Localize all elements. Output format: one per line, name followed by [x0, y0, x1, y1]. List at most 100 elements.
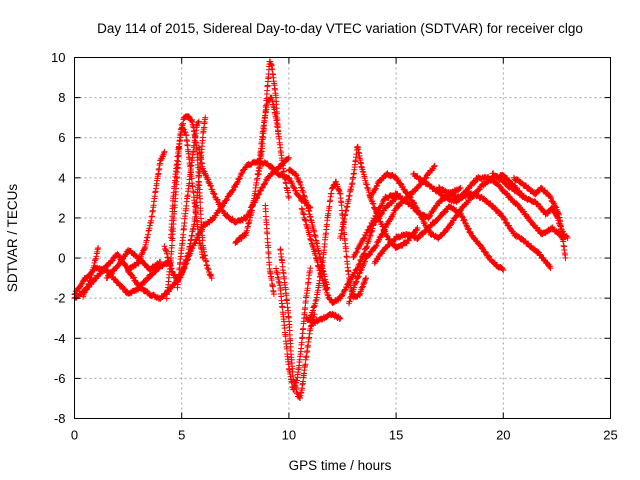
- x-tick-label: 20: [496, 428, 510, 443]
- data-point: [356, 270, 363, 277]
- data-point: [363, 181, 370, 188]
- data-point: [359, 284, 366, 291]
- y-tick-label: 2: [58, 210, 65, 225]
- data-point: [312, 300, 319, 307]
- data-point: [159, 294, 166, 301]
- data-point: [360, 251, 367, 258]
- data-point: [364, 230, 371, 237]
- data-point: [202, 114, 209, 121]
- data-point: [195, 120, 202, 127]
- data-point: [323, 287, 330, 294]
- y-tick-label: 6: [58, 130, 65, 145]
- data-point: [181, 263, 188, 270]
- series-sat-i: [174, 118, 202, 291]
- data-point: [392, 196, 399, 203]
- data-point: [375, 238, 382, 245]
- data-point: [157, 259, 164, 266]
- data-point: [302, 217, 309, 224]
- data-point: [259, 185, 266, 192]
- data-point: [374, 256, 381, 263]
- data-point: [369, 220, 376, 227]
- data-point: [312, 252, 319, 259]
- y-tick-label: -4: [54, 331, 66, 346]
- data-point: [178, 121, 185, 128]
- data-point: [456, 185, 463, 192]
- data-point: [362, 275, 369, 282]
- data-point: [405, 237, 412, 244]
- data-point: [308, 237, 315, 244]
- data-point: [368, 197, 375, 204]
- data-point: [268, 61, 275, 68]
- data-point: [262, 208, 269, 215]
- data-point: [465, 225, 472, 232]
- data-point: [285, 194, 292, 201]
- data-point: [309, 241, 316, 248]
- data-point: [363, 275, 370, 282]
- series-sat-c: [80, 245, 102, 300]
- data-point: [427, 222, 434, 229]
- data-point: [366, 224, 373, 231]
- data-point: [290, 184, 297, 191]
- data-point: [406, 193, 413, 200]
- data-point: [307, 323, 314, 330]
- data-point: [379, 231, 386, 238]
- data-point: [184, 253, 191, 260]
- data-point: [499, 266, 506, 273]
- data-point: [214, 196, 221, 203]
- data-point: [359, 168, 366, 175]
- data-point: [351, 282, 358, 289]
- data-point: [180, 264, 187, 271]
- data-point: [446, 224, 453, 231]
- data-point: [95, 245, 102, 252]
- data-point: [365, 238, 372, 245]
- data-point: [204, 265, 211, 272]
- data-point: [296, 393, 303, 400]
- data-point: [307, 265, 314, 272]
- series-sat-s: [303, 310, 344, 326]
- data-point: [229, 187, 236, 194]
- data-point: [298, 184, 305, 191]
- y-tick-label: -6: [54, 371, 66, 386]
- data-point: [335, 314, 342, 321]
- data-point: [354, 274, 361, 281]
- series-sat-r: [307, 178, 370, 321]
- x-tick-label: 25: [603, 428, 617, 443]
- data-point: [302, 217, 309, 224]
- data-point: [412, 204, 419, 211]
- data-point: [410, 199, 417, 206]
- data-point: [285, 155, 292, 162]
- data-point: [236, 175, 243, 182]
- data-point: [460, 216, 467, 223]
- data-point: [182, 129, 189, 136]
- data-point: [130, 274, 137, 281]
- data-point: [431, 163, 438, 170]
- data-point: [135, 260, 142, 267]
- data-point: [285, 154, 292, 161]
- data-point: [207, 182, 214, 189]
- data-point: [188, 117, 195, 124]
- series-sat-y: [410, 170, 567, 241]
- data-point: [463, 222, 470, 229]
- data-point: [324, 291, 331, 298]
- data-point: [373, 183, 380, 190]
- data-point: [268, 163, 275, 170]
- data-point: [367, 193, 374, 200]
- data-point: [84, 284, 91, 291]
- data-point: [363, 244, 370, 251]
- data-point: [475, 187, 482, 194]
- x-tick-label: 15: [389, 428, 403, 443]
- data-point: [376, 234, 383, 241]
- chart-title: Day 114 of 2015, Sidereal Day-to-day VTE…: [97, 21, 583, 36]
- data-point: [237, 171, 244, 178]
- y-tick-label: 8: [58, 90, 65, 105]
- data-point: [314, 259, 321, 266]
- data-point: [300, 325, 307, 332]
- data-point: [145, 275, 152, 282]
- data-point: [303, 221, 310, 228]
- data-point: [179, 125, 186, 132]
- data-point: [482, 248, 489, 255]
- series-sat-e: [125, 148, 168, 274]
- data-point: [300, 211, 307, 218]
- data-point: [147, 267, 154, 274]
- data-point: [183, 256, 190, 263]
